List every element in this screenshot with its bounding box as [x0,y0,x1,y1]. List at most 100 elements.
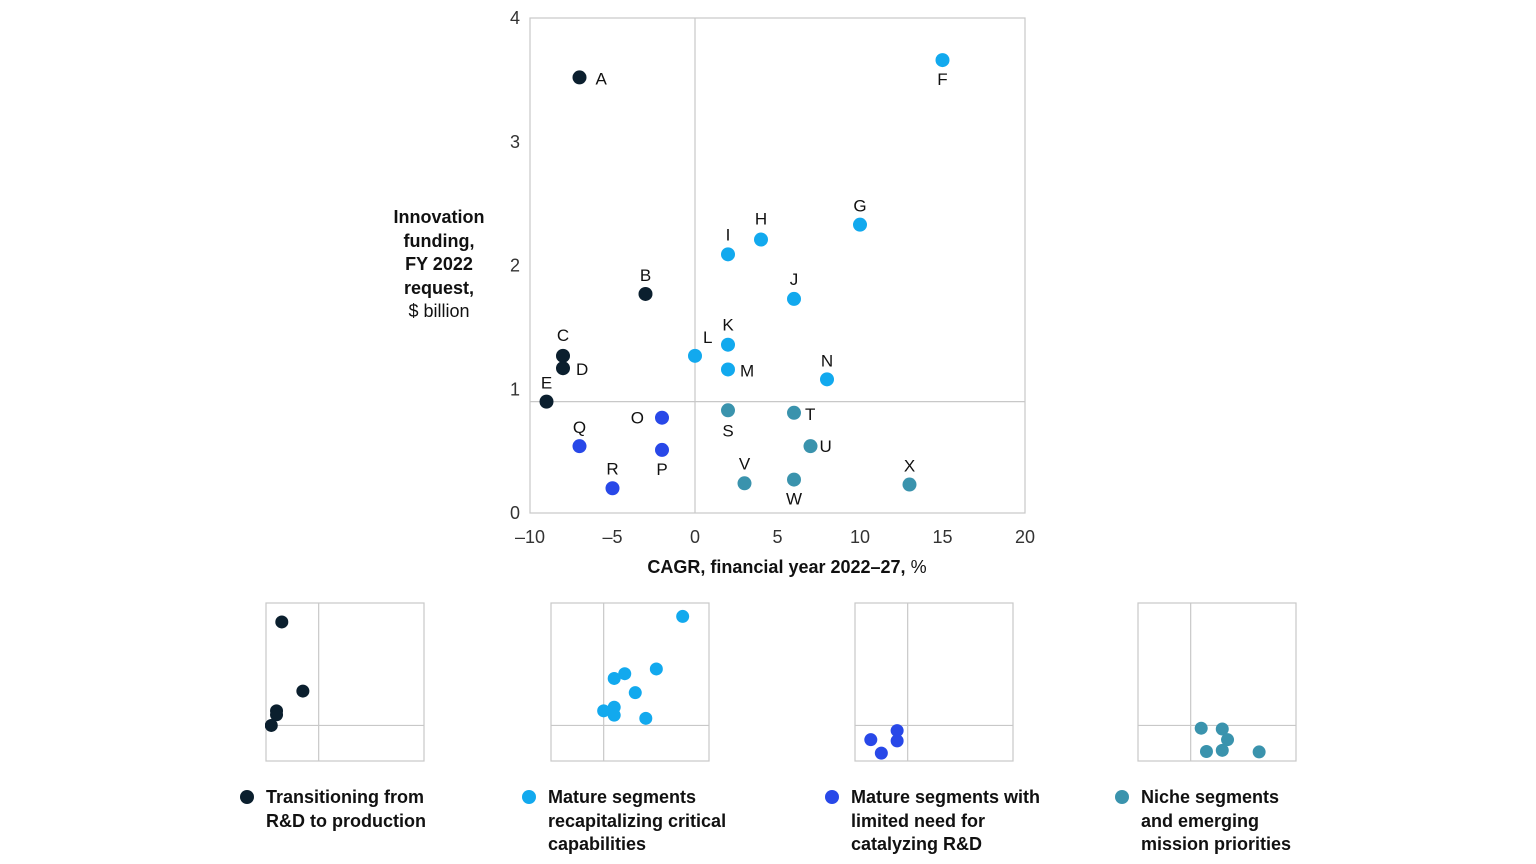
mini-data-point [890,724,904,738]
mini-frame [550,602,710,762]
data-point-label: S [722,421,733,440]
x-axis-label-unit: % [905,557,927,577]
data-point-label: Q [573,418,586,437]
data-point [688,348,702,363]
data-point [754,232,768,247]
mini-chart-mature-limited [854,602,1014,762]
x-tick-label: 15 [932,527,952,547]
y-axis-label-line: Innovation [393,207,485,227]
x-tick-label: 0 [690,527,700,547]
legend-item-mature-recapitalizing: Mature segments recapitalizing critical … [522,786,726,857]
main-chart: –10 –5 0 5 10 15 20 0 1 2 3 4 A B CD E F G H I J KL M N O P Q R S TU V… [510,8,1035,547]
data-point-label: K [722,316,734,335]
data-point-label: B [640,266,651,285]
data-point [572,70,587,85]
data-point [787,405,801,420]
data-point [655,410,669,425]
plot-frame [529,17,1026,514]
y-axis-label-unit: $ billion [408,301,470,321]
data-point-label: V [739,454,751,473]
data-point [820,372,834,387]
mini-chart-transitioning [265,602,425,762]
x-tick-label: 10 [850,527,870,547]
data-point [605,481,620,496]
data-point [853,217,867,232]
y-axis-label-line: FY 2022 [405,254,473,274]
y-tick-label: 0 [510,503,520,523]
x-tick-label: –5 [602,527,622,547]
data-point-label: I [726,225,731,244]
mini-data-point [1215,722,1229,736]
mini-data-point [296,684,310,698]
data-point-label: G [853,197,866,216]
legend-dot [240,790,254,804]
mini-data-point [628,686,642,700]
data-point [787,472,801,487]
mini-data-point [639,711,653,725]
mini-data-point [1194,721,1208,735]
data-point-label: P [656,460,667,479]
data-point [721,362,735,377]
mini-data-point [275,615,289,629]
legend-item-mature-limited: Mature segments with limited need for ca… [825,786,1040,857]
mini-frame [1137,602,1297,762]
legend-item-niche-emerging: Niche segments and emerging mission prio… [1115,786,1291,857]
mini-data-point [1221,733,1235,747]
y-tick-label: 1 [510,379,520,399]
data-point [638,286,653,301]
data-point [655,442,669,457]
mini-data-point [270,708,284,722]
data-point [556,348,570,363]
x-tick-label: 5 [772,527,782,547]
data-point [803,439,818,454]
data-point [902,477,917,492]
mini-data-point [265,718,278,732]
data-point-label: H [755,210,767,229]
mini-data-point [890,734,904,748]
mini-chart-mature-recapitalizing [550,602,710,762]
y-axis-label-line: funding, [403,230,475,251]
mini-data-point [618,667,632,681]
data-point-label: R [606,459,618,478]
mini-data-point [1199,745,1213,759]
legend-item-transitioning: Transitioning from R&D to production [240,786,426,833]
data-point-label: E [541,374,552,393]
data-point [539,394,554,409]
data-point [721,247,735,262]
y-tick-label: 4 [510,8,520,28]
legend-dot [825,790,839,804]
data-point-label: M [740,361,754,380]
data-point-label: A [596,69,608,88]
x-axis-label-main: CAGR, financial year 2022–27, [647,557,906,577]
data-point [935,53,950,68]
x-tick-label: –10 [515,527,545,547]
mini-chart-niche-emerging [1137,602,1297,762]
x-axis-label: CAGR, financial year 2022–27, % [530,557,1044,578]
data-point-label: T [805,405,815,424]
y-axis-label-line: request, [403,277,475,298]
data-point [556,361,570,376]
y-axis-label: Innovation funding, FY 2022 request, $ b… [376,206,502,324]
legend-dot [1115,790,1129,804]
mini-data-point [874,746,888,760]
legend-label: Mature segments recapitalizing critical … [548,787,727,854]
mini-data-point [607,708,621,722]
data-point [721,337,735,352]
data-point-label: L [703,328,712,347]
data-point-label: N [821,351,833,370]
data-point-label: U [820,437,832,456]
mini-data-point [864,733,878,747]
legend-dot [522,790,536,804]
data-point-label: D [576,360,588,379]
mini-data-point [1252,745,1266,759]
data-point [572,439,587,454]
data-point-label: F [937,70,947,89]
data-point [737,476,752,491]
data-point-label: J [790,270,799,289]
mini-data-point [649,662,663,676]
legend-label: Transitioning from R&D to production [266,787,426,831]
mini-data-point [676,609,690,623]
data-point-label: C [557,326,569,345]
legend-label: Niche segments and emerging mission prio… [1141,787,1292,854]
data-point [721,403,735,418]
